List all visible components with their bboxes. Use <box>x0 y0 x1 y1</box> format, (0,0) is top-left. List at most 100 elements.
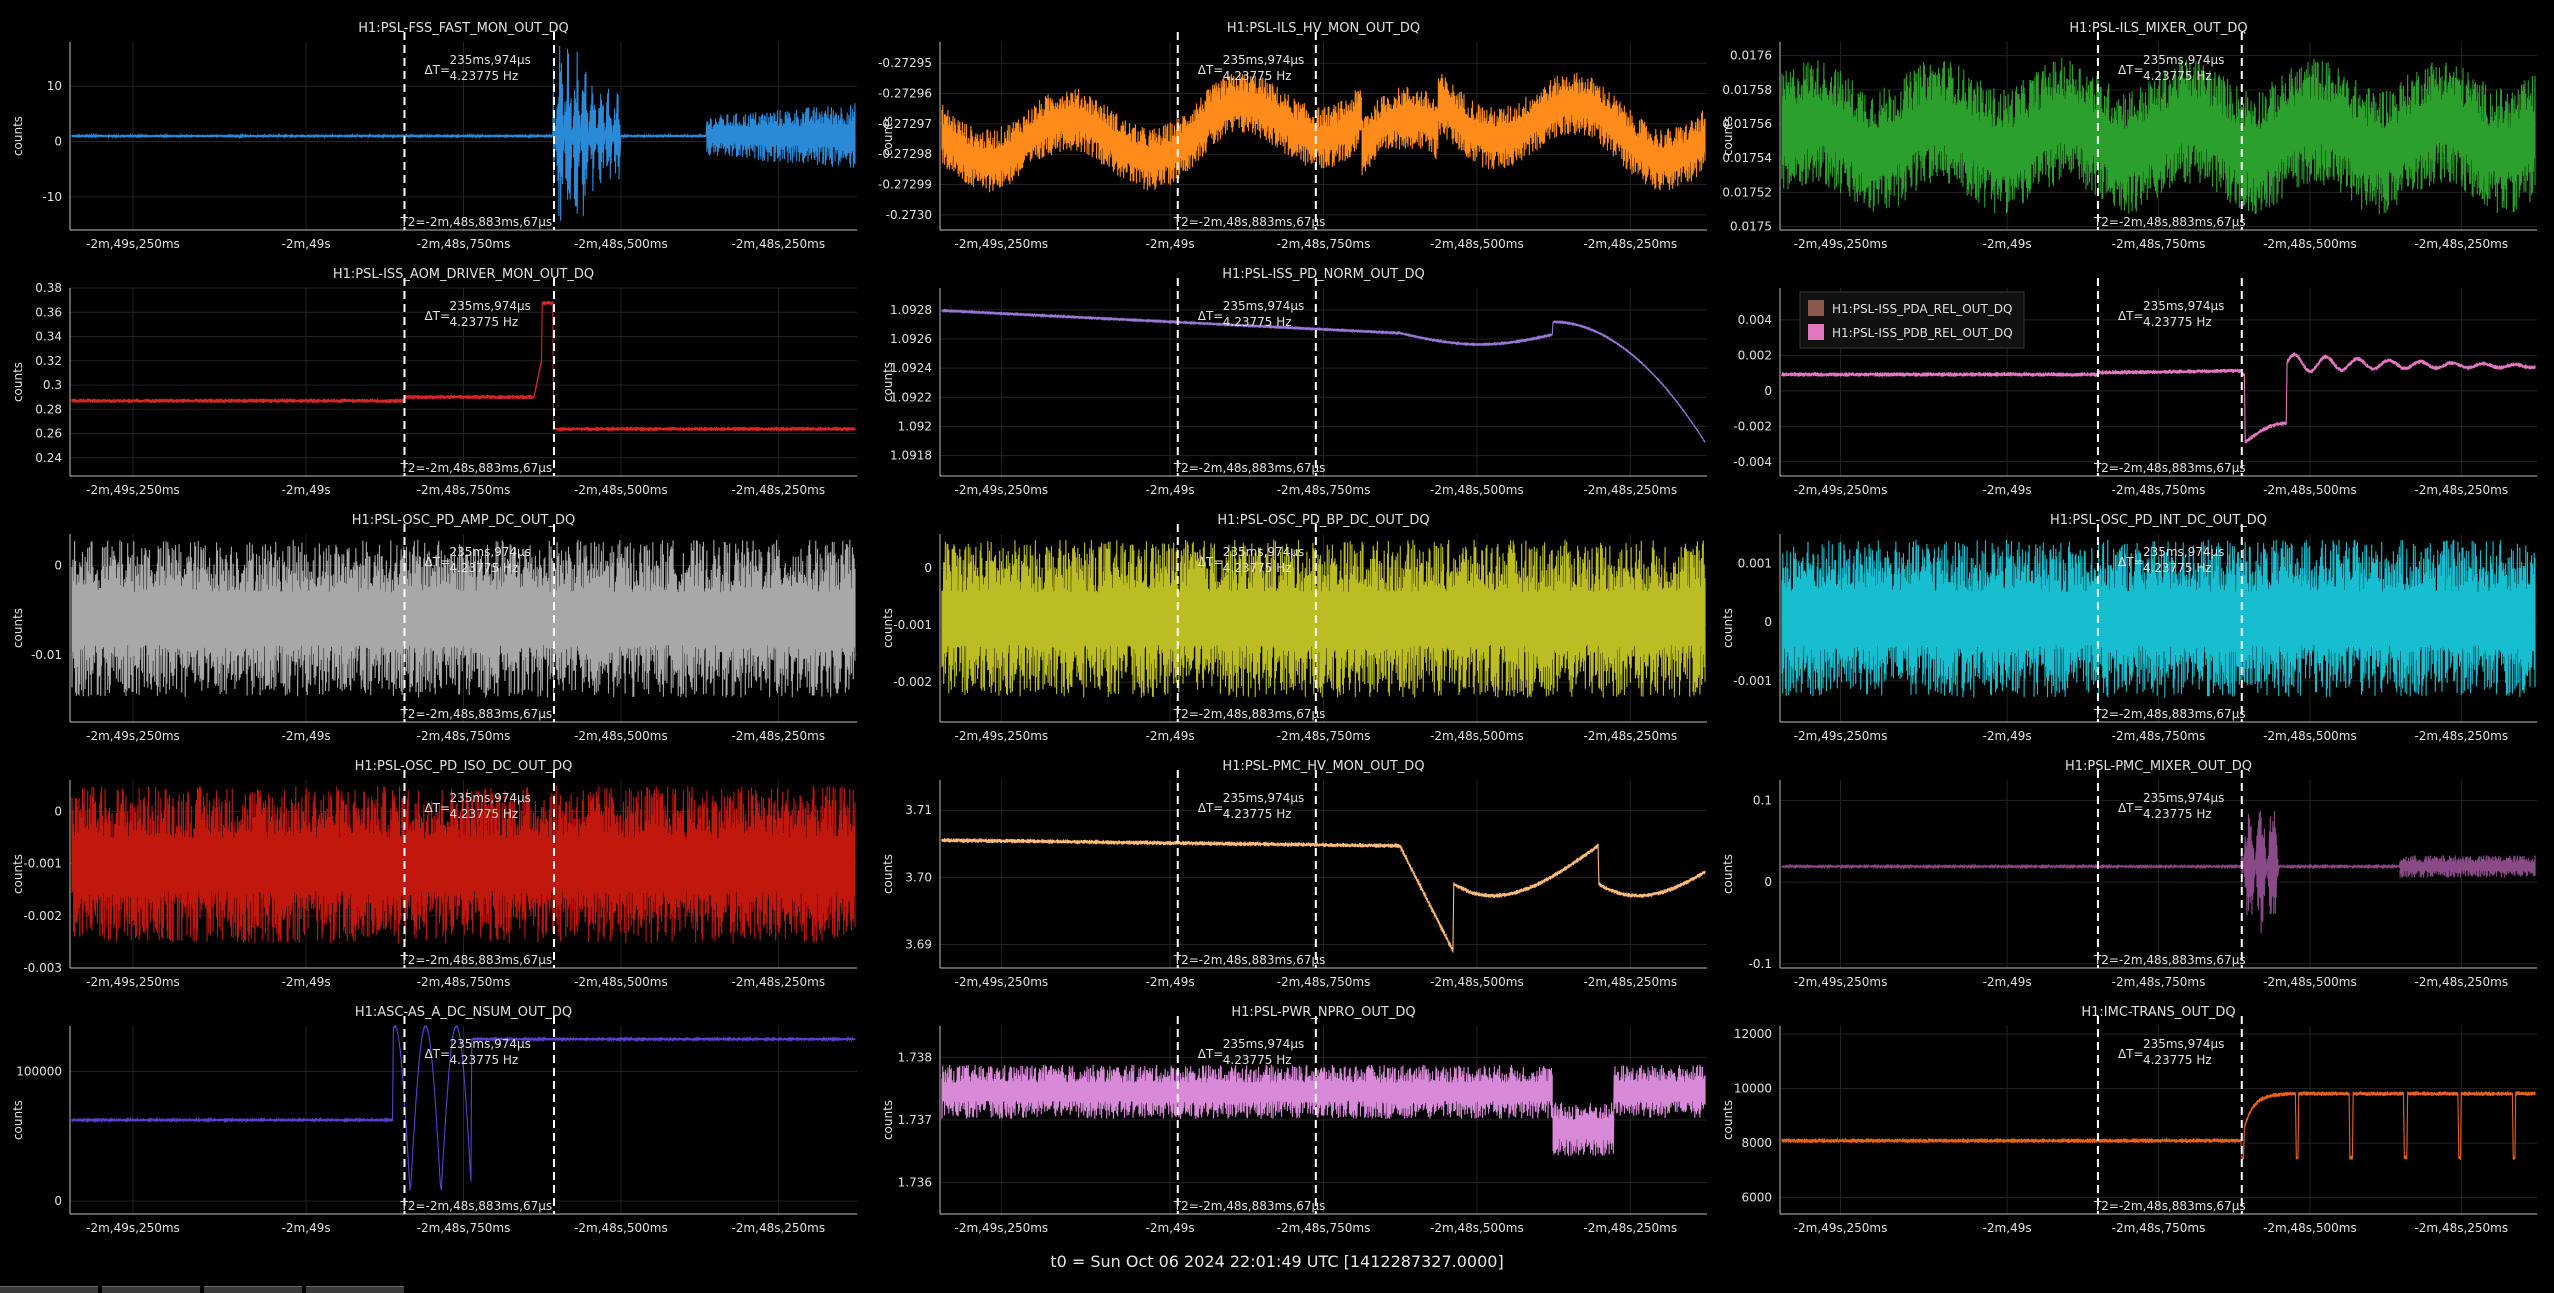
x-tick-label: -2m,48s,750ms <box>1277 1221 1371 1235</box>
y-tick-label: 1.092 <box>898 419 932 433</box>
cursor-dt-label: ΔT= <box>2118 801 2144 815</box>
cursor-frequency: 4.23775 Hz <box>2143 315 2212 329</box>
cursor-t2: T2=-2m,48s,883ms,67μs <box>2093 215 2246 229</box>
x-tick-label: -2m,49s <box>1983 975 2032 989</box>
cursor-dt-value: 235ms,974μs <box>1223 53 1304 67</box>
y-tick-label: 12000 <box>1734 1027 1772 1041</box>
chart-panel: H1:PSL-PMC_MIXER_OUT_DQ 0.1 0 -0.1 -2m,49s,2… <box>1721 759 2537 989</box>
y-tick-label: -0.002 <box>1733 419 1772 433</box>
tab-strip <box>0 1286 410 1293</box>
series-line <box>941 1064 1706 1156</box>
x-tick-label: -2m,48s,500ms <box>574 483 668 497</box>
x-tick-label: -2m,48s,250ms <box>731 1221 825 1235</box>
x-tick-label: -2m,48s,500ms <box>574 729 668 743</box>
x-tick-label: -2m,49s <box>1146 729 1195 743</box>
chart-title: H1:PSL-ISS_AOM_DRIVER_MON_OUT_DQ <box>333 267 594 282</box>
cursor-t2: T2=-2m,48s,883ms,67μs <box>399 707 552 721</box>
y-tick-label: -0.01 <box>31 648 62 662</box>
cursor-t2: T2=-2m,48s,883ms,67μs <box>399 215 552 229</box>
x-tick-label: -2m,48s,500ms <box>574 1221 668 1235</box>
cursor-dt-value: 235ms,974μs <box>1223 791 1304 805</box>
y-tick-label: 6000 <box>1741 1191 1772 1205</box>
cursor-t2: T2=-2m,48s,883ms,67μs <box>1173 707 1326 721</box>
chart-panel: H1:IMC-TRANS_OUT_DQ 12000 10000 8000 6000 -2m… <box>1721 1005 2537 1235</box>
y-tick-label: 0.24 <box>35 451 62 465</box>
x-tick-label: -2m,48s,250ms <box>1583 1221 1677 1235</box>
y-tick-label: 1.0918 <box>890 449 932 463</box>
y-axis-label: counts <box>881 116 895 156</box>
x-tick-label: -2m,49s,250ms <box>955 1221 1049 1235</box>
legend-box <box>1799 291 2025 349</box>
y-tick-label: 3.69 <box>905 938 932 952</box>
cursor-dt-label: ΔT= <box>1198 555 1224 569</box>
cursor-dt-value: 235ms,974μs <box>1223 545 1304 559</box>
cursor-dt-label: ΔT= <box>2118 309 2144 323</box>
tab-4[interactable] <box>306 1286 404 1293</box>
cursor-dt-value: 235ms,974μs <box>449 791 530 805</box>
x-tick-label: -2m,49s <box>282 237 331 251</box>
x-tick-label: -2m,48s,250ms <box>2414 483 2508 497</box>
series-line <box>1781 57 2536 215</box>
tab-3[interactable] <box>204 1286 302 1293</box>
cursor-dt-label: ΔT= <box>2118 1047 2144 1061</box>
x-tick-label: -2m,48s,500ms <box>2263 483 2357 497</box>
series-line <box>71 1024 856 1191</box>
chart-legend: H1:PSL-ISS_PDA_REL_OUT_DQ H1:PSL-ISS_PDB_… <box>1799 291 2025 349</box>
cursor-frequency: 4.23775 Hz <box>1223 807 1292 821</box>
x-tick-label: -2m,49s,250ms <box>1794 483 1888 497</box>
x-tick-label: -2m,48s,750ms <box>2112 483 2206 497</box>
x-tick-label: -2m,49s,250ms <box>86 237 180 251</box>
x-tick-label: -2m,48s,250ms <box>731 483 825 497</box>
chart-title: H1:PSL-ILS_HV_MON_OUT_DQ <box>1227 21 1420 36</box>
y-tick-label: 0 <box>54 1194 62 1208</box>
x-tick-label: -2m,48s,500ms <box>1430 483 1524 497</box>
chart-title: H1:PSL-ILS_MIXER_OUT_DQ <box>2069 21 2247 36</box>
x-tick-label: -2m,48s,750ms <box>2112 237 2206 251</box>
cursor-t2: T2=-2m,48s,883ms,67μs <box>399 1199 552 1213</box>
x-tick-label: -2m,49s <box>282 729 331 743</box>
tab-1[interactable] <box>0 1286 98 1293</box>
x-tick-label: -2m,48s,250ms <box>2414 1221 2508 1235</box>
y-tick-label: 0.38 <box>35 281 62 295</box>
cursor-dt-value: 235ms,974μs <box>2143 299 2224 313</box>
y-tick-label: 0 <box>54 804 62 818</box>
cursor-frequency: 4.23775 Hz <box>1223 561 1292 575</box>
y-tick-label: -0.004 <box>1733 455 1772 469</box>
y-tick-label: 0.3 <box>43 378 62 392</box>
x-tick-label: -2m,48s,500ms <box>574 237 668 251</box>
y-tick-label: 0.01754 <box>1722 151 1772 165</box>
cursor-t2: T2=-2m,48s,883ms,67μs <box>1173 461 1326 475</box>
y-tick-label: 0.26 <box>35 427 62 441</box>
y-tick-label: 0.001 <box>1738 556 1772 570</box>
cursor-dt-value: 235ms,974μs <box>449 1037 530 1051</box>
y-tick-label: -0.1 <box>1749 957 1772 971</box>
x-tick-label: -2m,49s <box>1983 1221 2032 1235</box>
cursor-dt-label: ΔT= <box>1198 801 1224 815</box>
y-axis-label: counts <box>1721 116 1735 156</box>
chart-panel: H1:PSL-OSC_PD_INT_DC_OUT_DQ 0.001 0 -0.001 -… <box>1721 513 2537 743</box>
y-tick-label: 0.01758 <box>1722 83 1772 97</box>
chart-title: H1:PSL-PWR_NPRO_OUT_DQ <box>1231 1005 1415 1020</box>
series-line <box>941 837 1706 953</box>
x-tick-label: -2m,48s,750ms <box>2112 975 2206 989</box>
cursor-dt-value: 235ms,974μs <box>449 53 530 67</box>
x-tick-label: -2m,48s,250ms <box>2414 975 2508 989</box>
y-tick-label: 1.0924 <box>890 361 932 375</box>
chart-panel: H1:PSL-OSC_PD_AMP_DC_OUT_DQ 0 -0.01 -2m,49s… <box>11 513 857 743</box>
chart-title: H1:PSL-OSC_PD_BP_DC_OUT_DQ <box>1217 513 1429 528</box>
y-tick-label: 1.737 <box>898 1113 932 1127</box>
y-tick-label: 8000 <box>1741 1136 1772 1150</box>
tab-2[interactable] <box>102 1286 200 1293</box>
x-tick-label: -2m,48s,250ms <box>731 975 825 989</box>
legend-label: H1:PSL-ISS_PDB_REL_OUT_DQ <box>1832 326 2013 340</box>
x-tick-label: -2m,49s,250ms <box>86 483 180 497</box>
x-tick-label: -2m,48s,500ms <box>2263 975 2357 989</box>
y-tick-label: 0.36 <box>35 305 62 319</box>
x-tick-label: -2m,48s,750ms <box>417 1221 511 1235</box>
x-tick-label: -2m,48s,500ms <box>1430 237 1524 251</box>
y-tick-label: -0.003 <box>23 961 62 975</box>
series-line <box>1781 1091 2536 1160</box>
y-tick-label: 10000 <box>1734 1082 1772 1096</box>
cursor-t2: T2=-2m,48s,883ms,67μs <box>1173 215 1326 229</box>
series-line <box>941 539 1706 698</box>
